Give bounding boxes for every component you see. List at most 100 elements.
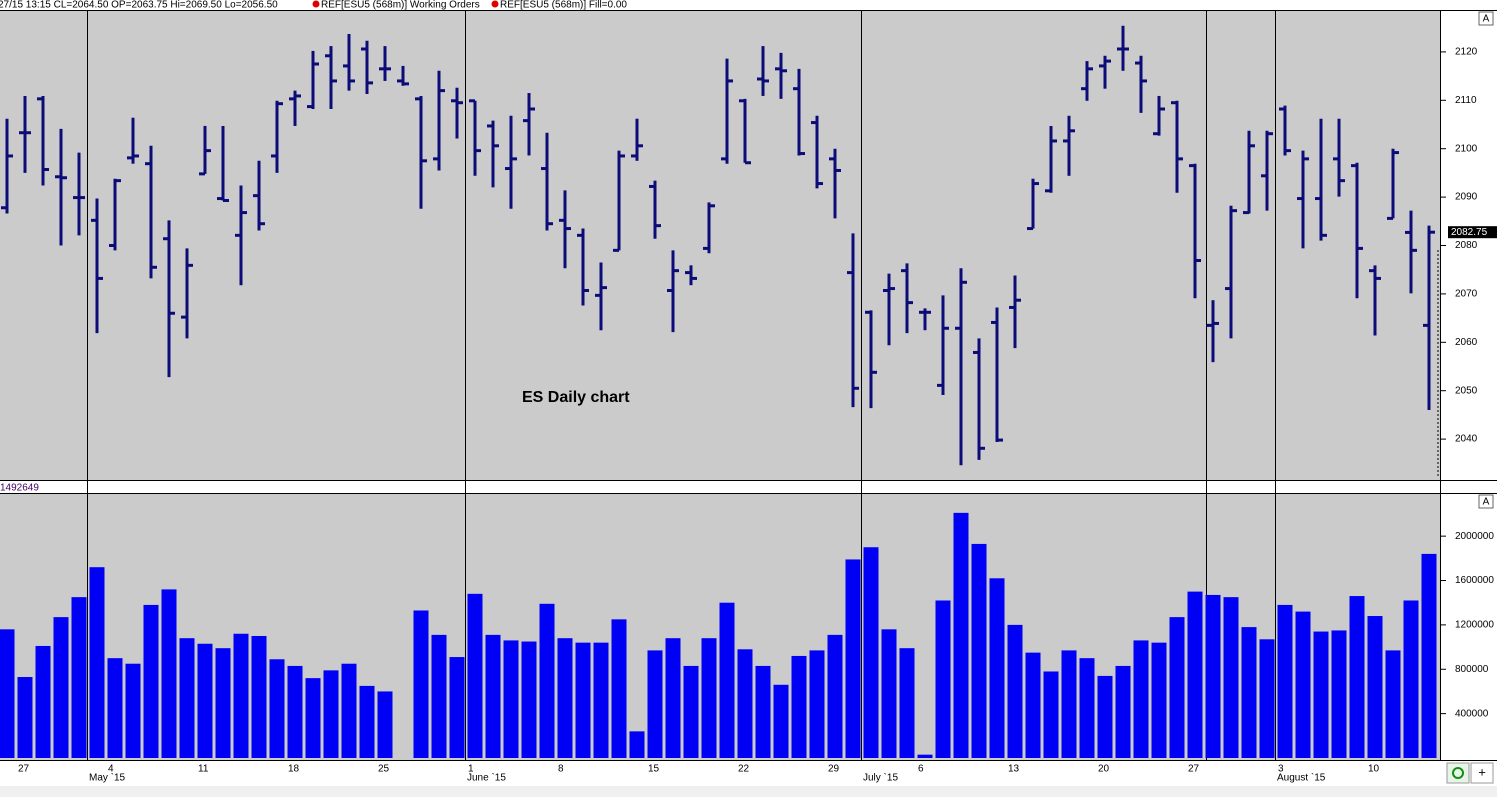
volume-bar: [359, 685, 375, 758]
last-price-label: 2082.75: [1451, 227, 1488, 238]
volume-bar: [1061, 650, 1077, 758]
volume-bar: [1259, 639, 1275, 758]
y-tick-label: 2000000: [1455, 531, 1494, 542]
x-tick-label: 27: [1188, 764, 1200, 775]
volume-bar: [1223, 597, 1239, 758]
price-panel: [0, 11, 1440, 480]
volume-bar: [377, 691, 393, 758]
y-tick-label: 400000: [1455, 708, 1489, 719]
volume-bar: [1295, 611, 1311, 758]
y-tick-label: 2090: [1455, 192, 1478, 203]
volume-bar: [989, 578, 1005, 758]
volume-bar: [1349, 596, 1365, 758]
volume-bar: [449, 657, 465, 758]
volume-bar: [899, 648, 915, 758]
volume-bar: [287, 665, 303, 758]
volume-bar: [755, 665, 771, 758]
volume-bar: [1367, 616, 1383, 758]
volume-bar: [89, 567, 105, 758]
x-tick-label: 3: [1278, 764, 1284, 775]
volume-bar: [521, 641, 537, 758]
scrollbar[interactable]: [0, 786, 1497, 797]
volume-bar: [1421, 553, 1437, 758]
volume-bar: [683, 665, 699, 758]
autoscale-button[interactable]: [1478, 11, 1494, 26]
volume-bar: [71, 597, 87, 758]
x-tick-label: 13: [1008, 764, 1020, 775]
autoscale-button[interactable]: [1478, 494, 1494, 509]
volume-title: 1492649: [0, 483, 39, 494]
volume-bar: [1097, 675, 1113, 758]
volume-bar: [161, 589, 177, 758]
volume-bar: [1187, 591, 1203, 758]
volume-bar: [215, 648, 231, 758]
volume-bar: [701, 638, 717, 758]
volume-bar: [1331, 630, 1347, 758]
volume-bar: [305, 678, 321, 758]
order-text: REF[ESU5 (568m)] Fill=0.00: [500, 0, 627, 11]
y-tick-label: 800000: [1455, 664, 1489, 675]
volume-bar: [773, 684, 789, 758]
volume-bar: [791, 655, 807, 758]
volume-bar: [107, 658, 123, 758]
volume-bar: [1403, 600, 1419, 758]
refresh-icon[interactable]: [1452, 767, 1464, 779]
volume-bar: [1025, 652, 1041, 758]
volume-bar: [1277, 604, 1293, 758]
volume-bar: [665, 638, 681, 758]
volume-bar: [179, 638, 195, 758]
refresh-button[interactable]: [1446, 762, 1470, 784]
y-tick-label: 2110: [1455, 95, 1477, 106]
volume-bar: [1007, 624, 1023, 758]
volume-bar: [881, 629, 897, 758]
volume-bar: [611, 619, 627, 758]
annotation: ES Daily chart: [522, 389, 630, 406]
order-text: REF[ESU5 (568m)] Working Orders: [321, 0, 480, 11]
y-tick-label: 1600000: [1455, 575, 1494, 586]
x-tick-label: 8: [558, 764, 564, 775]
volume-bar: [1043, 671, 1059, 758]
autoscale-label[interactable]: A: [1483, 497, 1490, 508]
volume-bar: [557, 638, 573, 758]
volume-bar: [719, 602, 735, 758]
volume-bar: [917, 754, 933, 758]
y-tick-label: 2040: [1455, 434, 1478, 445]
volume-bar: [251, 635, 267, 758]
y-tick-label: 1200000: [1455, 620, 1494, 631]
x-tick-label: 15: [648, 764, 660, 775]
volume-bar: [629, 731, 645, 758]
volume-bar: [269, 659, 285, 758]
volume-bar: [1151, 642, 1167, 758]
volume-bar: [647, 650, 663, 758]
volume-bar: [1133, 640, 1149, 758]
volume-bar: [593, 642, 609, 758]
zoom-button[interactable]: [1470, 762, 1494, 784]
x-tick-label: 22: [738, 764, 750, 775]
x-tick-label: 27: [18, 764, 30, 775]
volume-bar: [341, 663, 357, 758]
order-dot: [312, 0, 320, 8]
volume-bar: [1169, 617, 1185, 758]
volume-bar: [1079, 658, 1095, 758]
y-tick-label: 2050: [1455, 385, 1478, 396]
order-dot: [491, 0, 499, 8]
volume-bar: [539, 603, 555, 758]
month-label: August `15: [1277, 772, 1326, 784]
volume-bar: [1115, 665, 1131, 758]
volume-bar: [809, 650, 825, 758]
volume-bar: [53, 617, 69, 758]
volume-bar: [323, 670, 339, 758]
volume-bar: [35, 645, 51, 758]
volume-bar: [125, 663, 141, 758]
volume-bar: [935, 600, 951, 758]
zoom-label[interactable]: +: [1478, 764, 1486, 779]
volume-bar: [413, 610, 429, 758]
volume-bar: [197, 643, 213, 758]
autoscale-label[interactable]: A: [1483, 14, 1490, 25]
volume-bar: [143, 604, 159, 758]
y-tick-label: 2120: [1455, 47, 1478, 58]
x-tick-label: 1: [468, 764, 474, 775]
x-tick-label: 6: [918, 764, 924, 775]
